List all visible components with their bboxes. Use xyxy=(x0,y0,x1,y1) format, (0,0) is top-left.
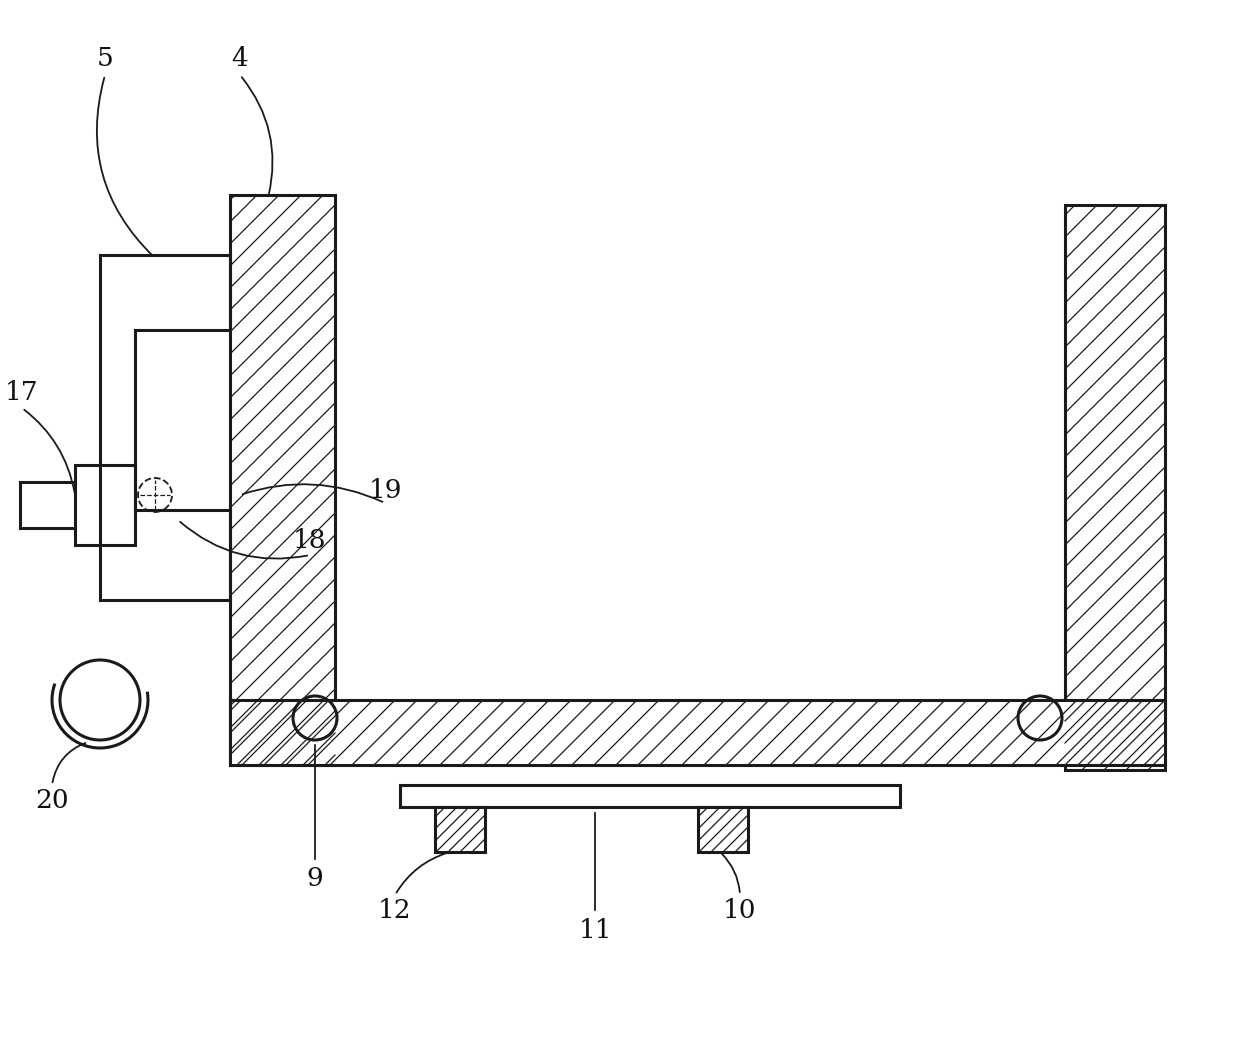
Bar xyxy=(435,807,485,852)
Bar xyxy=(229,195,335,765)
Bar xyxy=(74,465,135,545)
Text: 19: 19 xyxy=(368,478,402,502)
Text: 20: 20 xyxy=(35,787,68,812)
Text: 11: 11 xyxy=(578,917,611,942)
Text: 12: 12 xyxy=(378,897,412,922)
Text: 4: 4 xyxy=(232,45,248,70)
Text: 10: 10 xyxy=(723,897,756,922)
Text: 9: 9 xyxy=(306,866,324,891)
Text: 5: 5 xyxy=(97,45,113,70)
Bar xyxy=(698,807,748,852)
Bar xyxy=(1065,205,1166,770)
Text: 18: 18 xyxy=(293,527,327,552)
Bar xyxy=(401,785,900,807)
Text: 17: 17 xyxy=(5,379,38,405)
Bar xyxy=(229,700,1166,765)
